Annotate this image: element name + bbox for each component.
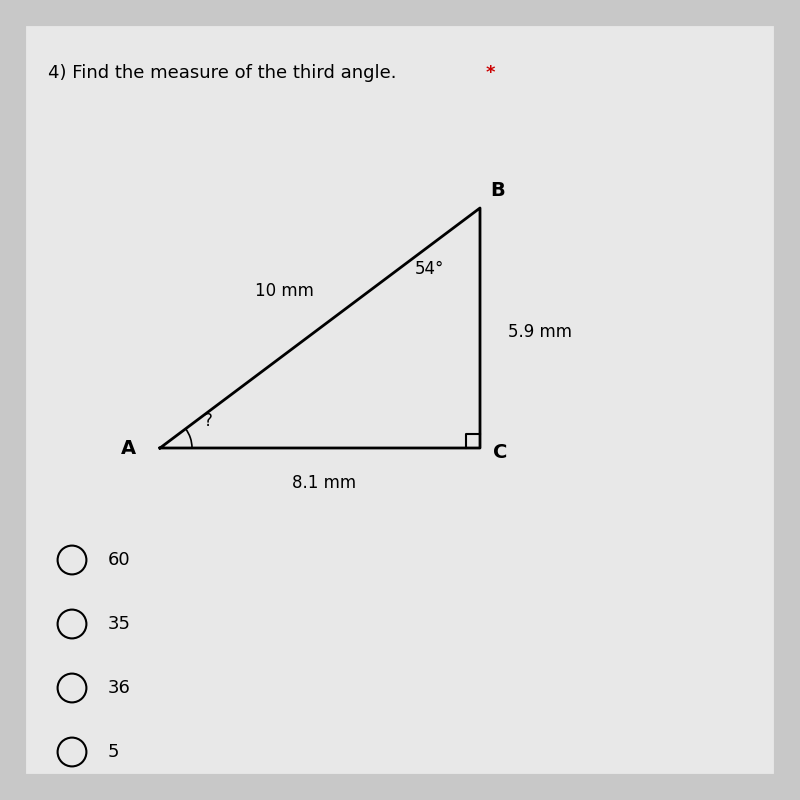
Text: 8.1 mm: 8.1 mm	[292, 474, 356, 491]
Text: 4) Find the measure of the third angle.: 4) Find the measure of the third angle.	[48, 64, 397, 82]
Text: C: C	[493, 442, 507, 462]
Text: 35: 35	[108, 615, 131, 633]
Text: A: A	[121, 438, 135, 458]
Text: 60: 60	[108, 551, 130, 569]
Text: B: B	[490, 181, 505, 200]
Text: 10 mm: 10 mm	[254, 282, 314, 300]
Text: 5.9 mm: 5.9 mm	[508, 323, 572, 341]
Text: ?: ?	[204, 413, 213, 430]
Text: 5: 5	[108, 743, 119, 761]
Text: 36: 36	[108, 679, 131, 697]
Text: 54°: 54°	[414, 260, 444, 278]
FancyBboxPatch shape	[24, 24, 776, 776]
Text: *: *	[486, 64, 495, 82]
